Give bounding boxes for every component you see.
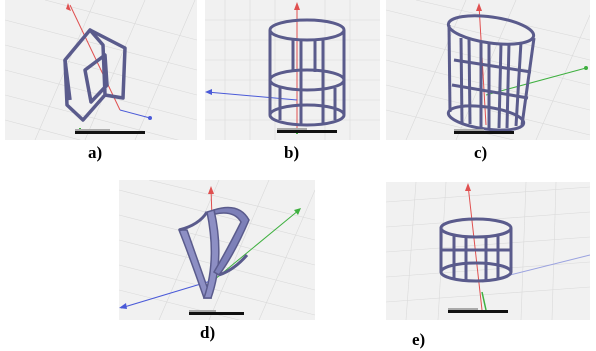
scale-bar: [75, 131, 145, 134]
tilted-multi-split-cylinder: [446, 14, 536, 132]
panel-a-scene: [5, 0, 197, 140]
scale-bar: [448, 310, 508, 313]
panel-label-b: b): [284, 143, 300, 162]
scale-bar: [277, 130, 337, 133]
scale-bar: [454, 131, 514, 134]
split-ring-cylinder: [268, 18, 346, 127]
panel-d-scene: [119, 180, 315, 320]
panel-a: [5, 0, 197, 140]
panel-e-scene: [386, 182, 590, 320]
axis-z: [206, 91, 298, 101]
panel-b: [205, 0, 380, 140]
axis-y: [481, 291, 487, 311]
perspective-grid: [386, 182, 590, 320]
axis-y: [485, 67, 587, 96]
axis-x: [69, 4, 121, 111]
curved-v-ribbon: [177, 206, 250, 299]
small-split-cylinder: [439, 217, 513, 283]
axis-z: [120, 279, 215, 309]
axis-y: [213, 209, 300, 281]
panel-label-c: c): [474, 143, 488, 162]
twisted-ring-structure: [63, 28, 127, 122]
scale-bar: [189, 312, 244, 315]
panel-label-d: d): [200, 323, 216, 342]
panel-label-e: e): [412, 330, 426, 349]
panel-c: [386, 0, 590, 140]
panel-label-a: a): [88, 143, 103, 162]
panel-b-scene: [205, 0, 380, 140]
axis-z: [119, 109, 151, 119]
panel-d: [119, 180, 315, 320]
panel-e: [386, 182, 590, 320]
axis-x: [467, 184, 483, 311]
panel-c-scene: [386, 0, 590, 140]
